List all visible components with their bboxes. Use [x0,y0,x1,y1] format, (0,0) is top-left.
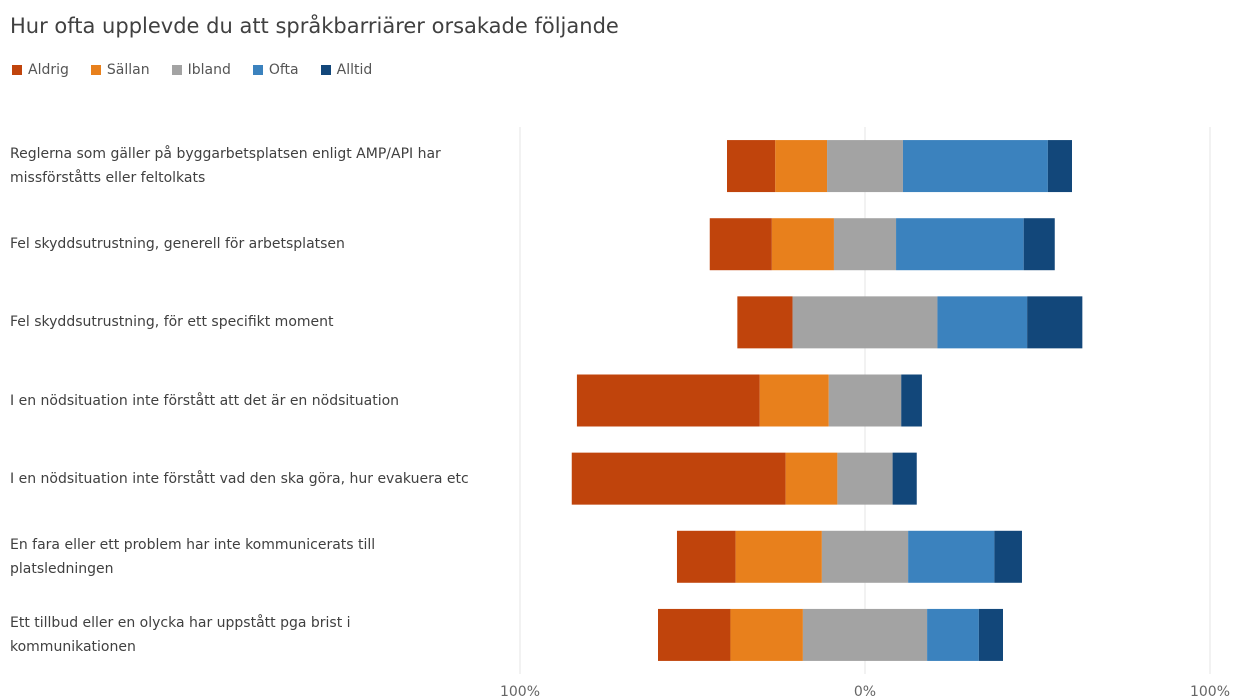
bar-segment [896,218,1024,271]
legend-label: Ofta [268,62,299,78]
bar-segment [730,608,803,661]
legend-item: Ibland [171,62,231,78]
bar-segment [759,374,829,427]
bar-segment [676,530,736,583]
x-tick-label: 100% [1190,684,1230,699]
bar-segment [1023,218,1055,271]
bar-segment [792,296,938,349]
bar-segment [1047,140,1072,193]
legend-label: Alltid [336,62,373,78]
legend-swatch [320,65,331,75]
legend-swatch [171,65,182,75]
bar-segment [658,608,731,661]
legend-swatch [12,65,22,75]
bar-segment [994,530,1022,583]
bar-segment [727,140,776,193]
legend-label: Sällan [106,62,150,78]
category-label: En fara eller ett problem har inte kommu… [10,536,376,577]
bar-segment [927,608,979,661]
bar-segment [802,608,928,661]
category-label: Reglerna som gäller på byggarbetsplatsen… [10,146,441,187]
bar-segment [821,530,909,583]
legend: Aldrig Sällan Ibland Ofta Alltid [12,62,372,78]
bar-segment [571,452,786,505]
bar-segment [735,530,822,583]
bar-segment [837,452,893,505]
category-label: I en nödsituation inte förstått att det … [10,392,400,409]
bar-segment [827,140,903,193]
bar-segment [785,452,838,505]
legend-item: Aldrig [12,62,69,78]
bar-segment [771,218,834,271]
category-label: I en nödsituation inte förstått vad den … [10,470,469,487]
bar-segment [978,608,1003,661]
category-label: Fel skyddsutrustning, för ett specifikt … [10,314,334,331]
legend-item: Ofta [252,62,299,78]
legend-swatch [90,65,101,75]
bar-segment [937,296,1028,349]
bar-segment [709,218,772,271]
legend-label: Aldrig [28,62,69,78]
bar-segment [833,218,897,271]
legend-item: Alltid [320,62,373,78]
legend-swatch [252,65,263,75]
legend-label: Ibland [187,62,231,78]
bar-segment [892,452,917,505]
category-label: Ett tillbud eller en olycka har uppstått… [10,614,351,655]
x-tick-label: 100% [500,684,540,699]
bar-segment [908,530,995,583]
category-label: Fel skyddsutrustning, generell för arbet… [10,236,345,253]
bar-segment [775,140,828,193]
x-tick-label: 0% [854,684,876,699]
bar-segment [902,140,1048,193]
bar-segment [576,374,760,427]
legend-item: Sällan [90,62,150,78]
bar-segment [901,374,922,427]
bar-segment [737,296,793,349]
bar-segment [828,374,902,427]
chart-title: Hur ofta upplevde du att språkbarriärer … [10,14,619,38]
bar-segment [1027,296,1083,349]
